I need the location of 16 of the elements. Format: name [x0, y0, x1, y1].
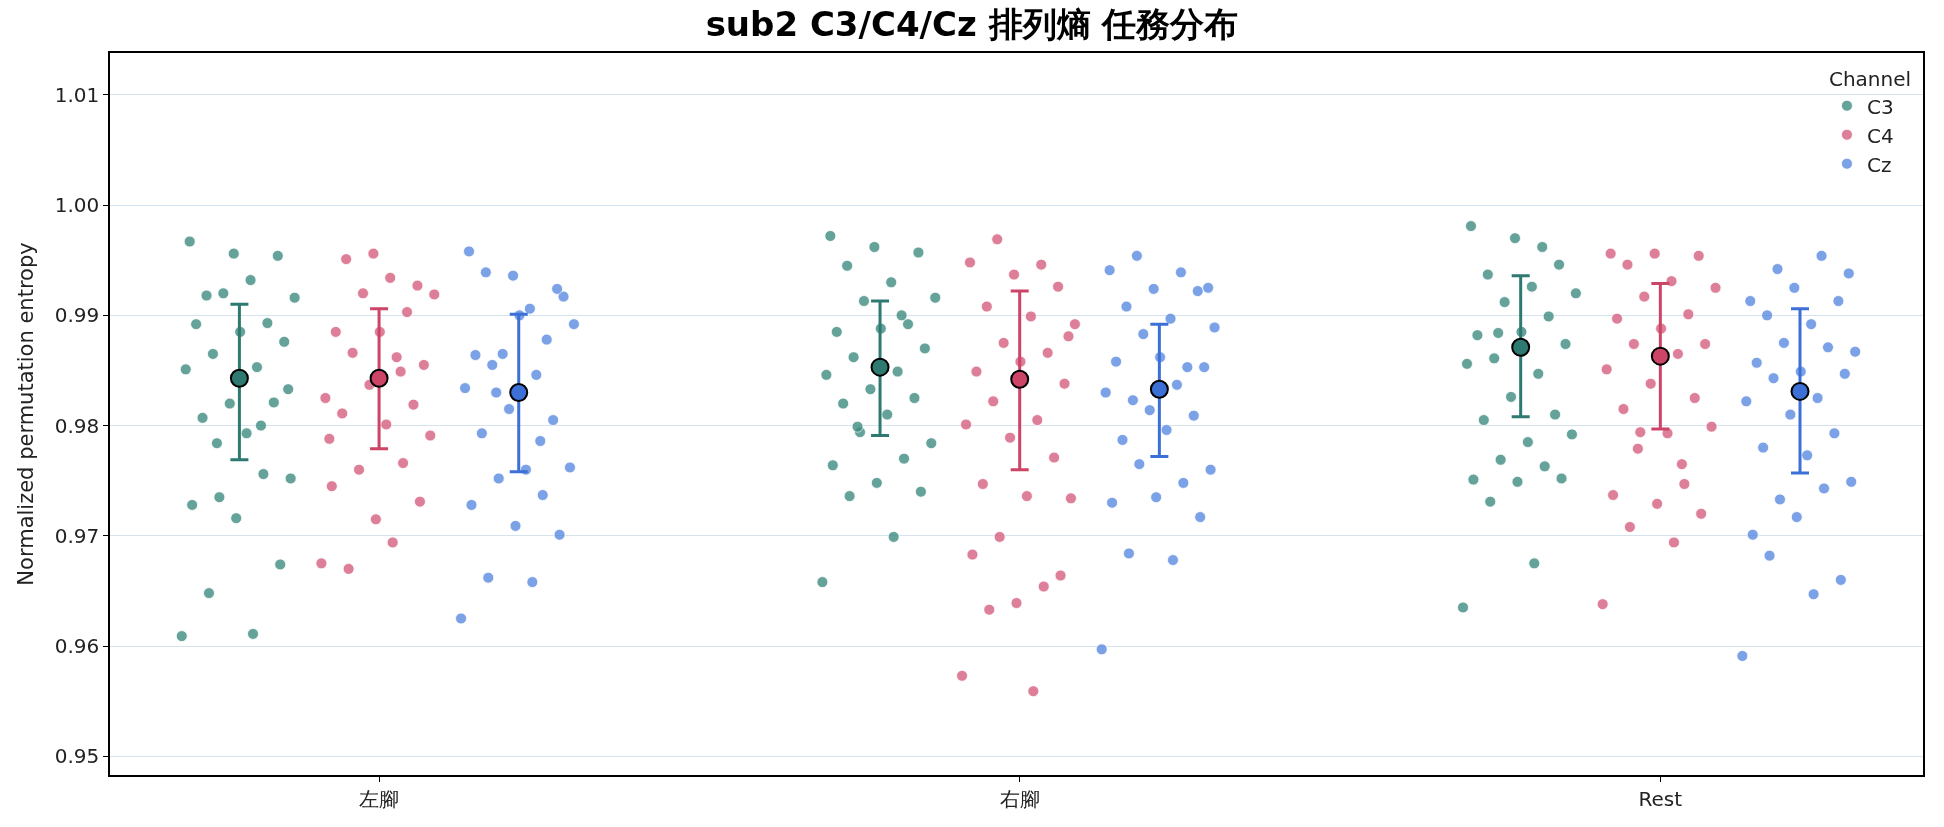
x-tick-label: 左腳: [359, 786, 400, 811]
legend-label: Cz: [1866, 152, 1892, 177]
y-tick-label: 1.00: [54, 193, 100, 218]
y-tick-label: 0.96: [54, 634, 100, 659]
legend-label: C4: [1866, 123, 1894, 148]
y-axis-title: Normalized permutation entropy: [14, 242, 39, 586]
chart-title: sub2 C3/C4/Cz 排列熵 任務分布: [705, 4, 1239, 45]
y-tick-label: 0.97: [54, 523, 100, 548]
y-tick-label: 0.99: [54, 303, 100, 328]
y-tick-label: 0.95: [54, 744, 100, 769]
x-tick-label: 右腳: [999, 786, 1040, 811]
x-tick-label: Rest: [1638, 786, 1683, 811]
y-tick-label: 0.98: [54, 413, 100, 438]
legend-title: Channel: [1828, 67, 1912, 92]
legend-label: C3: [1866, 94, 1894, 119]
y-tick-label: 1.01: [54, 82, 100, 107]
